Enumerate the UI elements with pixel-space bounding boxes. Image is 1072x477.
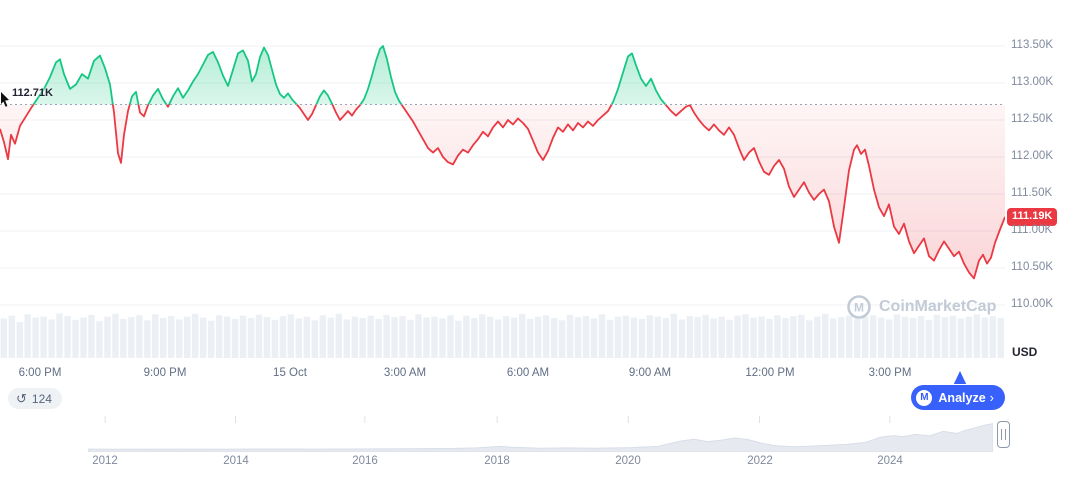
- watermark-text: CoinMarketCap: [879, 298, 997, 315]
- coinmarketcap-watermark: M CoinMarketCap: [846, 294, 996, 320]
- logo-letter: M: [854, 301, 864, 315]
- minimap-year-label: 2018: [484, 455, 510, 467]
- handle-grip-bar: [1004, 429, 1007, 440]
- x-axis-label: 9:00 PM: [143, 367, 187, 379]
- minimap-year-label: 2012: [92, 455, 118, 467]
- y-axis-label: 110.50K: [1011, 261, 1053, 273]
- x-axis-label: 12:00 PM: [745, 367, 795, 379]
- minimap-year-label: 2024: [877, 455, 903, 467]
- y-axis-label: 112.50K: [1011, 113, 1053, 125]
- minimap-year-label: 2016: [352, 455, 378, 467]
- history-count-badge[interactable]: ↺ 124: [8, 388, 62, 409]
- y-axis-label: 111.50K: [1011, 187, 1053, 199]
- analyze-button[interactable]: M Analyze ›: [911, 385, 1005, 410]
- price-area-down: [0, 104, 1005, 280]
- minimap-year-label: 2014: [223, 455, 249, 467]
- baseline-price-label: 112.71K: [12, 87, 53, 100]
- mouse-cursor-icon: [1, 92, 9, 107]
- currency-unit-label: USD: [1012, 345, 1038, 359]
- y-axis-label: 112.00K: [1011, 150, 1053, 162]
- x-axis-label: 6:00 PM: [18, 367, 62, 379]
- price-chart-canvas: [0, 45, 1005, 358]
- analyze-pointer-icon: [953, 371, 967, 384]
- x-axis-label: 3:00 PM: [868, 367, 912, 379]
- handle-grip-bar: [1000, 429, 1003, 440]
- x-axis-label: 3:00 AM: [383, 367, 427, 379]
- x-axis-label: 9:00 AM: [628, 367, 672, 379]
- history-icon: ↺: [16, 391, 27, 406]
- coinmarketcap-logo-icon: M: [847, 295, 871, 319]
- y-axis-label: 110.00K: [1011, 298, 1053, 310]
- volume-bars: [0, 313, 1004, 358]
- price-chart-plot[interactable]: 112.71K M CoinMarketCap: [0, 0, 1005, 360]
- x-axis-label: 6:00 AM: [506, 367, 550, 379]
- x-axis-label: 15 Oct: [273, 367, 307, 379]
- last-price-badge: 111.19K: [1007, 207, 1058, 226]
- y-axis-label: 111.00K: [1011, 224, 1053, 236]
- price-area-up: [32, 45, 691, 105]
- y-axis-label: 113.50K: [1011, 39, 1053, 51]
- minimap-year-label: 2022: [747, 455, 773, 467]
- y-axis-label: 113.00K: [1011, 76, 1053, 88]
- analyze-label: Analyze: [938, 390, 986, 405]
- chevron-right-icon: ›: [989, 390, 994, 405]
- minimap-year-label: 2020: [615, 455, 641, 467]
- analyze-logo-icon: M: [916, 389, 933, 406]
- minimap-area: [87, 422, 994, 453]
- history-count: 124: [31, 391, 52, 406]
- timeline-minimap[interactable]: 2012 2014 2016 2018 2020 2022 2024: [87, 416, 994, 470]
- x-axis: 6:00 PM 9:00 PM 15 Oct 3:00 AM 6:00 AM 9:00 A…: [0, 367, 1005, 382]
- timeline-scroll-handle[interactable]: [997, 421, 1010, 448]
- minimap-canvas: [87, 416, 994, 457]
